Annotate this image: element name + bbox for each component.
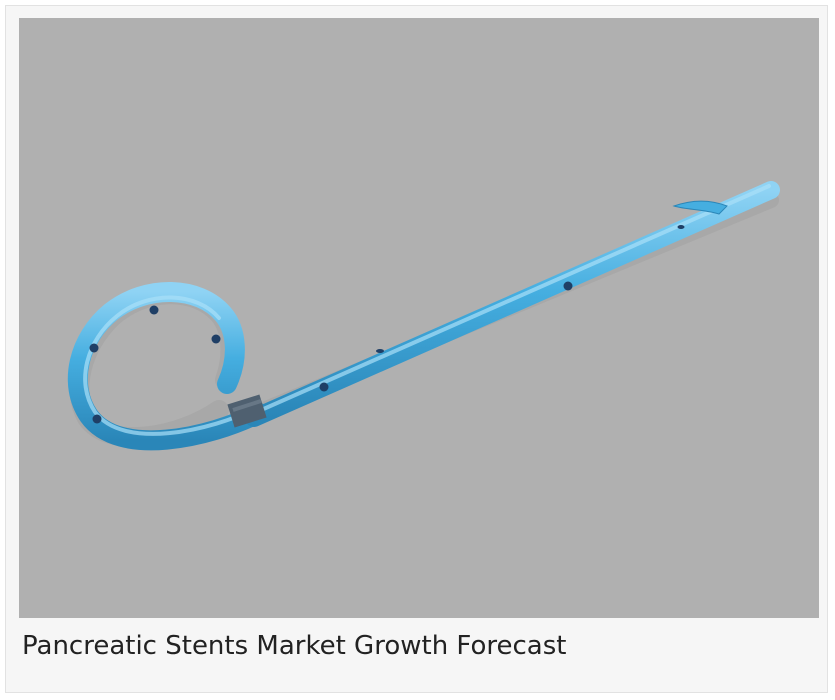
stent-shaft [245,181,780,427]
stent-flap [672,200,728,215]
stent-pigtail-loop [67,282,269,451]
figure-card: Pancreatic Stents Market Growth Forecast [5,5,828,693]
pancreatic-stent-image [67,181,780,451]
radiopaque-band [227,394,267,428]
figure-caption: Pancreatic Stents Market Growth Forecast [22,631,567,661]
stent-photo [19,18,819,618]
